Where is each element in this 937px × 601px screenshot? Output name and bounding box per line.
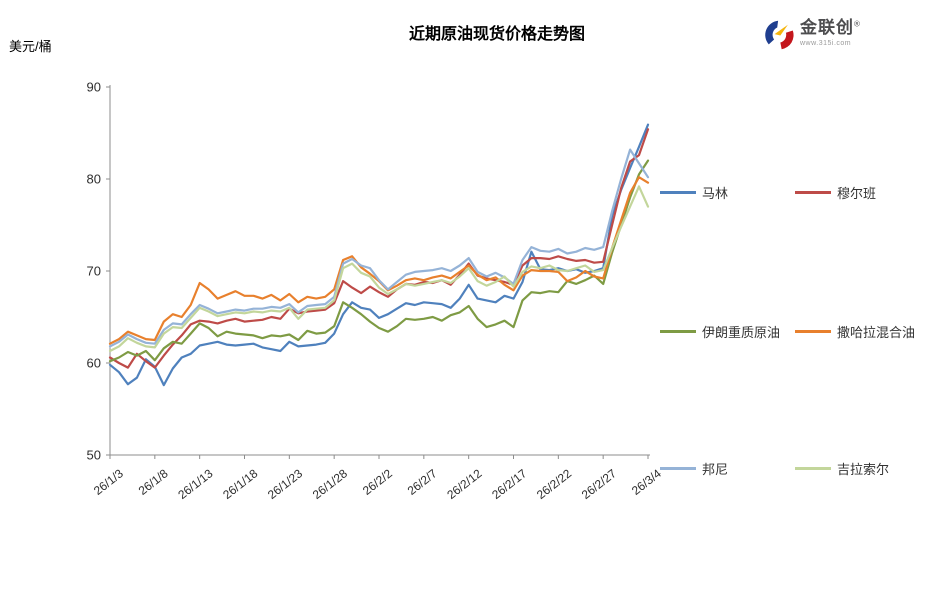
x-tick-label: 26/1/8	[136, 466, 171, 498]
x-tick-label: 26/1/3	[91, 466, 126, 498]
x-tick-label: 26/2/12	[444, 466, 484, 502]
series-line-4	[108, 148, 650, 348]
chart-title: 近期原油现货价格走势图	[408, 26, 586, 43]
registered-mark: ®	[854, 19, 860, 29]
legend-line-swatch-murban	[795, 191, 831, 194]
legend-line-swatch-sahara-blend	[795, 330, 831, 333]
legend-label-sahara-blend: 撒哈拉混合油	[837, 325, 916, 340]
y-axis-unit-label: 美元/桶	[9, 39, 52, 54]
legend-line-swatch-malin	[660, 191, 696, 194]
legend-line-swatch-iran-heavy	[660, 330, 696, 333]
legend-item-sahara-blend: 撒哈拉混合油	[795, 322, 915, 341]
series-line-1	[108, 128, 650, 369]
x-tick-label: 26/1/13	[175, 466, 215, 502]
legend-item-iran-heavy: 伊朗重质原油	[660, 322, 780, 341]
y-tick-label: 70	[87, 264, 101, 279]
legend-label-murban: 穆尔班	[837, 186, 877, 201]
x-tick-label: 26/1/18	[220, 466, 260, 502]
y-tick-label: 60	[87, 356, 101, 371]
brand-name: 金联创	[800, 18, 854, 37]
legend-item-girassol: 吉拉索尔	[795, 459, 889, 478]
x-tick-label: 26/2/27	[579, 466, 619, 502]
x-tick-label: 26/1/28	[310, 466, 350, 502]
x-tick-label: 26/2/22	[534, 466, 574, 502]
legend-label-bonny: 邦尼	[702, 462, 729, 477]
y-tick-label: 50	[87, 448, 101, 463]
legend-line-swatch-bonny	[660, 467, 696, 470]
brand-logo-text: 金联创® www.315i.com	[800, 19, 860, 47]
brand-logo-icon	[765, 20, 794, 50]
series-line-5	[108, 185, 650, 353]
x-tick-label: 26/2/17	[489, 466, 529, 502]
legend-item-malin: 马林	[660, 183, 728, 202]
legend-label-girassol: 吉拉索尔	[837, 462, 890, 477]
legend-item-murban: 穆尔班	[795, 183, 876, 202]
series-line-2	[108, 159, 650, 363]
series-line-0	[108, 123, 650, 387]
legend-item-bonny: 邦尼	[660, 459, 728, 478]
legend-line-swatch-girassol	[795, 467, 831, 470]
y-tick-label: 90	[87, 80, 101, 95]
x-tick-label: 26/2/7	[405, 466, 440, 498]
y-tick-label: 80	[87, 172, 101, 187]
legend-label-iran-heavy: 伊朗重质原油	[702, 325, 781, 340]
x-tick-label: 26/2/2	[360, 466, 395, 498]
brand-url: www.315i.com	[800, 40, 852, 47]
legend-label-malin: 马林	[702, 186, 729, 201]
x-tick-label: 26/3/4	[629, 466, 664, 498]
x-tick-label: 26/1/23	[265, 466, 305, 502]
brand-logo: 金联创® www.315i.com	[763, 19, 860, 51]
